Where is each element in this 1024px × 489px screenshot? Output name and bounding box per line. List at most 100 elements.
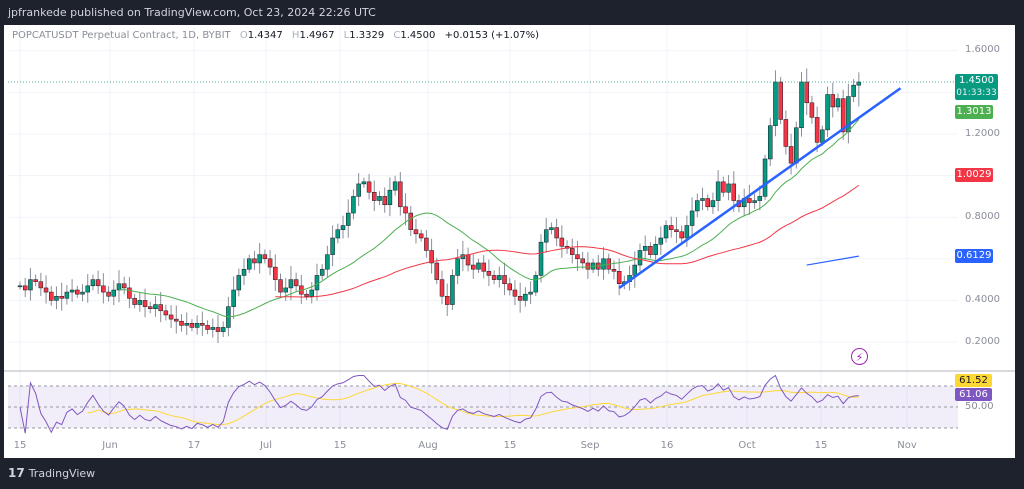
candle-body <box>85 285 90 293</box>
candle-body <box>767 125 773 160</box>
candle-body <box>158 304 163 312</box>
candle-body <box>476 262 481 270</box>
candle-body <box>314 275 320 291</box>
candle-body <box>95 279 101 287</box>
ma-fast-line <box>118 119 860 318</box>
candle-body <box>559 237 565 247</box>
candle-body <box>444 295 450 305</box>
candle-body <box>288 279 294 289</box>
candle-body <box>59 295 64 299</box>
price-axis-label: 0.8000 <box>965 211 1000 222</box>
candle-body <box>851 84 856 97</box>
date-axis-label: Oct <box>738 440 756 451</box>
candle-body <box>580 258 585 264</box>
candle-body <box>267 258 273 268</box>
trendline <box>618 87 902 289</box>
candle-body <box>33 279 38 282</box>
candle-body <box>403 206 408 214</box>
rsi-tag: 61.06 <box>955 388 992 401</box>
date-axis-label: 16 <box>660 440 674 451</box>
date-axis-label: Nov <box>897 440 917 451</box>
candle-body <box>236 275 242 291</box>
candle-body <box>684 225 690 239</box>
date-axis-label: 17 <box>187 440 201 451</box>
date-axis-label: Jun <box>102 440 118 451</box>
candle-body <box>762 158 768 197</box>
candle-body <box>856 81 862 86</box>
candle-body <box>345 212 351 226</box>
candle-body <box>794 127 799 164</box>
low-value: 1.3329 <box>349 30 385 41</box>
candle-body <box>106 291 111 297</box>
candle-body <box>637 250 643 266</box>
candle-body <box>189 323 195 328</box>
candle-body <box>507 283 512 291</box>
candle-body <box>757 196 763 201</box>
candle-body <box>330 237 335 255</box>
candle-body <box>184 323 189 326</box>
candle-body <box>49 291 54 301</box>
candle-body <box>799 81 804 129</box>
candle-body <box>814 117 820 143</box>
candle-body <box>455 258 460 276</box>
price-axis-label: 0.2000 <box>965 336 1000 347</box>
candle-body <box>210 327 216 330</box>
date-axis-label: 15 <box>503 440 517 451</box>
candle-body <box>804 81 809 104</box>
candle-body <box>64 291 70 299</box>
candle-body <box>481 262 486 272</box>
candle-body <box>715 181 721 201</box>
candle-body <box>543 229 549 243</box>
candle-body <box>747 198 752 203</box>
lightning-icon[interactable]: ⚡ <box>851 348 868 365</box>
candle-body <box>778 81 783 120</box>
candle-body <box>90 279 96 287</box>
candle-body <box>80 291 85 295</box>
symbol-legend: POPCATUSDT Perpetual Contract, 1D, BYBIT… <box>12 30 539 41</box>
candle-body <box>382 196 387 205</box>
open-value: 1.4347 <box>247 30 283 41</box>
candle-body <box>335 229 341 239</box>
tradingview-logo[interactable]: 𝟭𝟳 TradingView <box>8 466 95 480</box>
candle-body <box>465 254 471 266</box>
candle-body <box>835 98 841 108</box>
candle-body <box>439 279 445 297</box>
candle-body <box>679 231 684 239</box>
close-value: 1.4500 <box>400 30 436 41</box>
candle-body <box>325 254 330 270</box>
candle-body <box>283 287 288 293</box>
candle-body <box>700 198 705 201</box>
price-axis-label: 1.2000 <box>965 128 1000 139</box>
candle-body <box>731 183 737 201</box>
price-axis-label: 1.6000 <box>965 44 1000 55</box>
candle-body <box>273 266 278 280</box>
candle-body <box>585 262 591 270</box>
candle-body <box>252 258 257 264</box>
trendline-tag: 0.6129 <box>955 249 993 263</box>
candle-body <box>153 304 158 309</box>
candle-body <box>148 306 153 309</box>
candle-body <box>17 285 23 288</box>
candle-body <box>517 295 523 301</box>
candle-body <box>570 248 575 255</box>
candle-body <box>632 264 638 276</box>
candle-body <box>215 327 221 332</box>
tradingview-logo-icon: 𝟭𝟳 <box>8 466 25 480</box>
candle-body <box>450 275 455 305</box>
date-axis-label: Aug <box>418 440 438 451</box>
date-axis-label: 15 <box>814 440 828 451</box>
candle-body <box>726 183 731 193</box>
candle-body <box>658 237 664 245</box>
high-label: H <box>291 30 300 41</box>
candle-body <box>101 285 106 293</box>
candle-body <box>387 189 393 205</box>
candle-body <box>392 181 398 191</box>
candle-body <box>434 262 440 280</box>
candle-body <box>523 293 528 301</box>
candle-body <box>642 246 648 251</box>
candle-body <box>22 285 28 291</box>
rsi-mid-label: 50.00 <box>965 401 994 412</box>
candle-body <box>497 275 502 280</box>
low-label: L <box>343 30 350 41</box>
